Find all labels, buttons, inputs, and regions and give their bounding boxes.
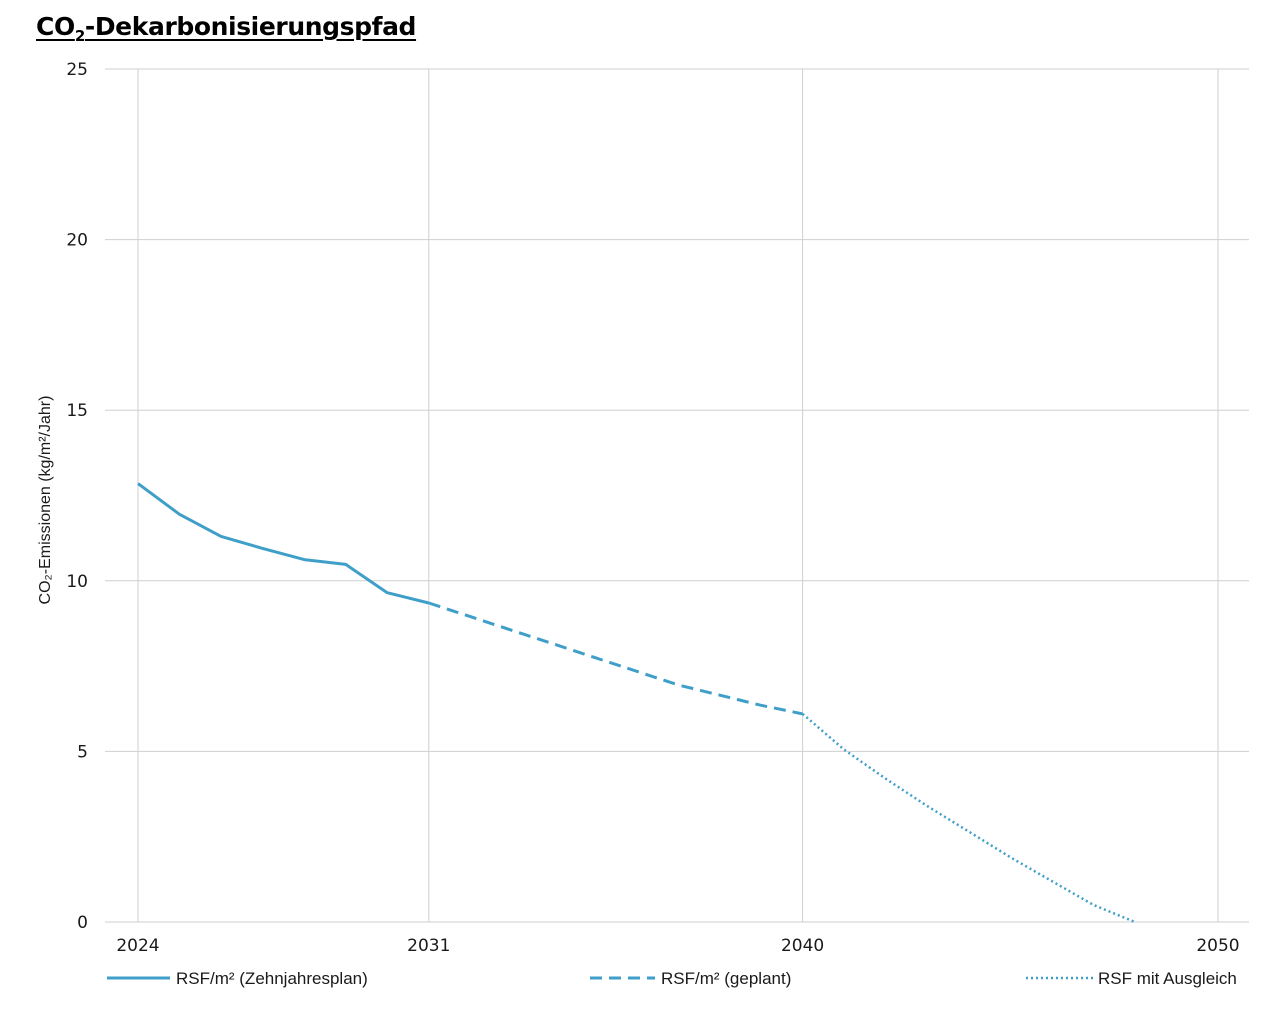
x-axis-ticks: 2024 2031 2040 2050 [116, 936, 1239, 956]
x-tick-label: 2040 [781, 936, 824, 956]
legend-label: RSF mit Ausgleich [1098, 969, 1237, 988]
chart-title-subscript: 2 [74, 27, 85, 45]
series-line-solid [137, 482, 430, 605]
y-tick-label: 15 [66, 401, 88, 421]
x-tick-label: 2024 [116, 936, 159, 956]
x-tick-label: 2050 [1196, 936, 1239, 956]
y-tick-label: 0 [77, 913, 88, 933]
chart-title: CO2-Dekarbonisierungspfad [36, 12, 417, 45]
series-line-dotted [801, 712, 1136, 924]
y-tick-label: 20 [66, 231, 88, 251]
y-tick-label: 5 [77, 742, 88, 762]
y-axis-label: CO₂-Emissionen (kg/m²/Jahr) [37, 396, 54, 605]
legend-label: RSF/m² (Zehnjahresplan) [176, 969, 368, 988]
series-group [137, 482, 1136, 924]
y-tick-label: 25 [66, 60, 88, 80]
series-line-dashed [428, 601, 803, 716]
y-axis-ticks: 0 5 10 15 20 25 [66, 60, 88, 933]
y-tick-label: 10 [66, 572, 88, 592]
grid [105, 68, 1249, 923]
legend-label: RSF/m² (geplant) [661, 969, 791, 988]
x-tick-label: 2031 [407, 936, 450, 956]
chart-title-rest: -Dekarbonisierungspfad [84, 12, 417, 41]
chart-title-main: CO [36, 12, 75, 41]
legend: RSF/m² (Zehnjahresplan) RSF/m² (geplant) R… [107, 969, 1237, 988]
